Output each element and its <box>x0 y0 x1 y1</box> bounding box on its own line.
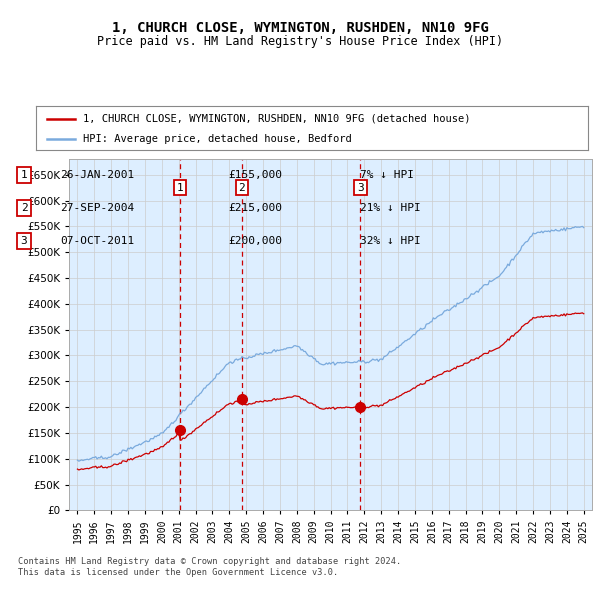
Text: 32% ↓ HPI: 32% ↓ HPI <box>360 236 421 246</box>
Text: 26-JAN-2001: 26-JAN-2001 <box>60 170 134 180</box>
Text: 2: 2 <box>238 183 245 193</box>
Text: 1, CHURCH CLOSE, WYMINGTON, RUSHDEN, NN10 9FG: 1, CHURCH CLOSE, WYMINGTON, RUSHDEN, NN1… <box>112 21 488 35</box>
Text: 2: 2 <box>20 203 28 213</box>
Text: £215,000: £215,000 <box>228 203 282 213</box>
Text: 3: 3 <box>20 236 28 246</box>
Text: Price paid vs. HM Land Registry's House Price Index (HPI): Price paid vs. HM Land Registry's House … <box>97 35 503 48</box>
Text: £200,000: £200,000 <box>228 236 282 246</box>
Text: 07-OCT-2011: 07-OCT-2011 <box>60 236 134 246</box>
Text: 3: 3 <box>357 183 364 193</box>
Text: This data is licensed under the Open Government Licence v3.0.: This data is licensed under the Open Gov… <box>18 568 338 577</box>
Text: 21% ↓ HPI: 21% ↓ HPI <box>360 203 421 213</box>
Text: 7% ↓ HPI: 7% ↓ HPI <box>360 170 414 180</box>
Text: 1, CHURCH CLOSE, WYMINGTON, RUSHDEN, NN10 9FG (detached house): 1, CHURCH CLOSE, WYMINGTON, RUSHDEN, NN1… <box>83 114 470 123</box>
Text: 1: 1 <box>20 170 28 180</box>
Text: HPI: Average price, detached house, Bedford: HPI: Average price, detached house, Bedf… <box>83 133 352 143</box>
Text: Contains HM Land Registry data © Crown copyright and database right 2024.: Contains HM Land Registry data © Crown c… <box>18 557 401 566</box>
Text: £155,000: £155,000 <box>228 170 282 180</box>
Text: 1: 1 <box>176 183 183 193</box>
Text: 27-SEP-2004: 27-SEP-2004 <box>60 203 134 213</box>
